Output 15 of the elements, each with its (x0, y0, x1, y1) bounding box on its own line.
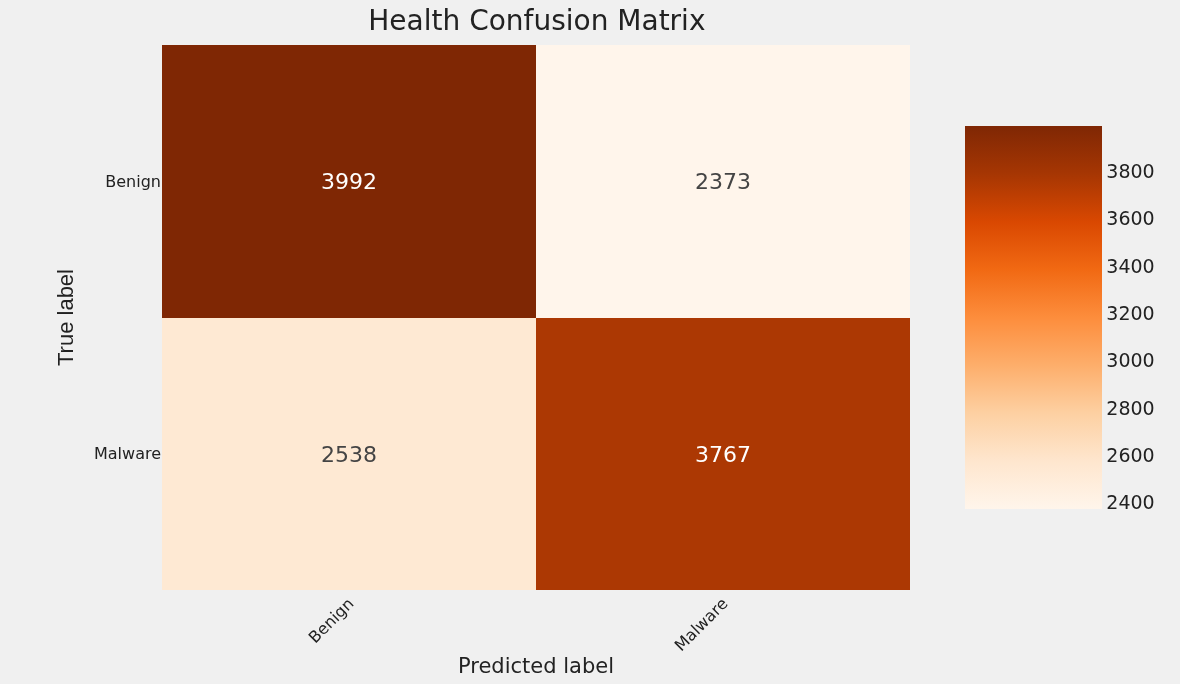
color-bar-label: 3200 (1106, 302, 1155, 325)
x-axis-title: Predicted label (457, 654, 615, 679)
data-label: 3992 (321, 168, 377, 194)
data-label: 2538 (321, 441, 377, 467)
color-bar-label: 3400 (1106, 254, 1155, 277)
color-bar-label: 3000 (1106, 349, 1155, 372)
color-bar-label: 2400 (1106, 491, 1155, 514)
color-bar-label: 2800 (1106, 396, 1155, 419)
chart-title: Health Confusion Matrix (368, 3, 706, 37)
color-bar-label: 2600 (1106, 443, 1155, 466)
data-label: 3767 (695, 441, 751, 467)
y-axis-title: True label (52, 268, 78, 367)
color-bar-label: 3800 (1106, 160, 1155, 183)
data-label: 2373 (695, 168, 751, 194)
color-bar-label: 3600 (1106, 207, 1155, 230)
